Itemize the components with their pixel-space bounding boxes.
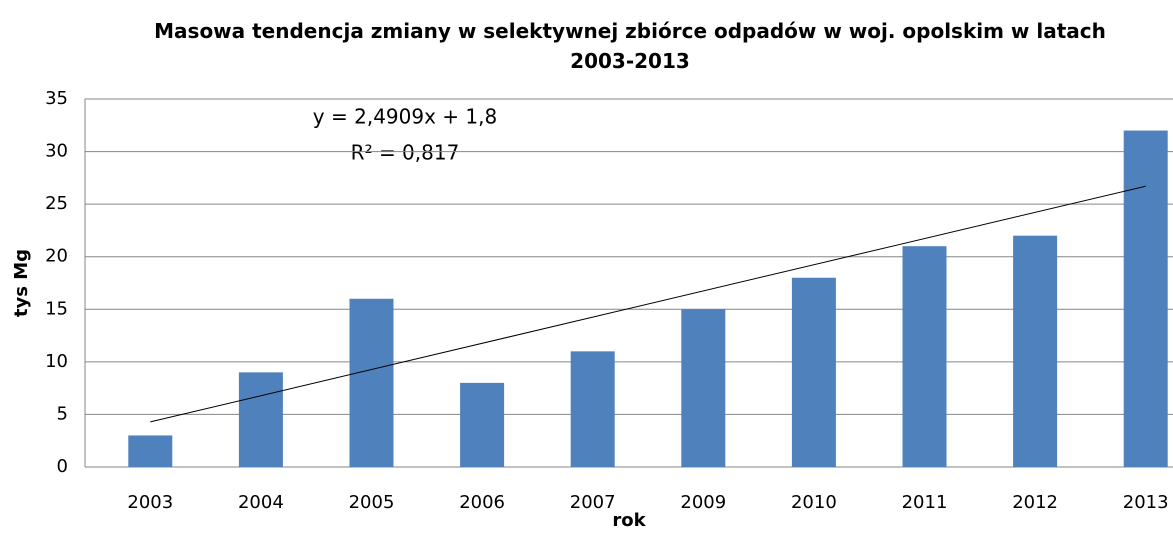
chart-title: Masowa tendencja zmiany w selektywnej zb…	[154, 19, 1106, 73]
y-tick-label: 10	[45, 351, 68, 372]
bar	[460, 382, 505, 467]
y-tick-label: 5	[57, 403, 68, 424]
bar	[238, 372, 283, 467]
y-tick-label: 0	[57, 456, 68, 477]
bar	[349, 298, 394, 467]
x-tick-label: 2012	[1012, 492, 1058, 513]
x-tick-label: 2009	[680, 492, 726, 513]
trend-line	[150, 185, 1146, 423]
y-tick-label: 20	[45, 246, 68, 267]
bar	[1123, 130, 1168, 468]
trend-equation: y = 2,4909x + 1,8	[313, 105, 497, 129]
x-tick-label: 2011	[902, 492, 948, 513]
x-tick-label: 2006	[459, 492, 505, 513]
x-tick-label: 2003	[127, 492, 173, 513]
y-tick-label: 15	[45, 298, 68, 319]
bar	[681, 309, 726, 467]
bar	[570, 351, 615, 467]
y-tick-label: 30	[45, 141, 68, 162]
trend-r2: R² = 0,817	[351, 141, 460, 165]
x-tick-label: 2013	[1123, 492, 1169, 513]
y-tick-label: 35	[45, 88, 68, 109]
bar	[1013, 235, 1058, 467]
x-tick-label: 2010	[791, 492, 837, 513]
x-tick-label: 2005	[349, 492, 395, 513]
y-axis-title: tys Mg	[11, 249, 32, 317]
x-tick-label: 2004	[238, 492, 284, 513]
bar	[128, 435, 173, 467]
x-axis-title: rok	[612, 510, 646, 531]
x-tick-label: 2007	[570, 492, 616, 513]
bar	[902, 246, 947, 467]
y-tick-label: 25	[45, 193, 68, 214]
bar	[791, 277, 836, 467]
